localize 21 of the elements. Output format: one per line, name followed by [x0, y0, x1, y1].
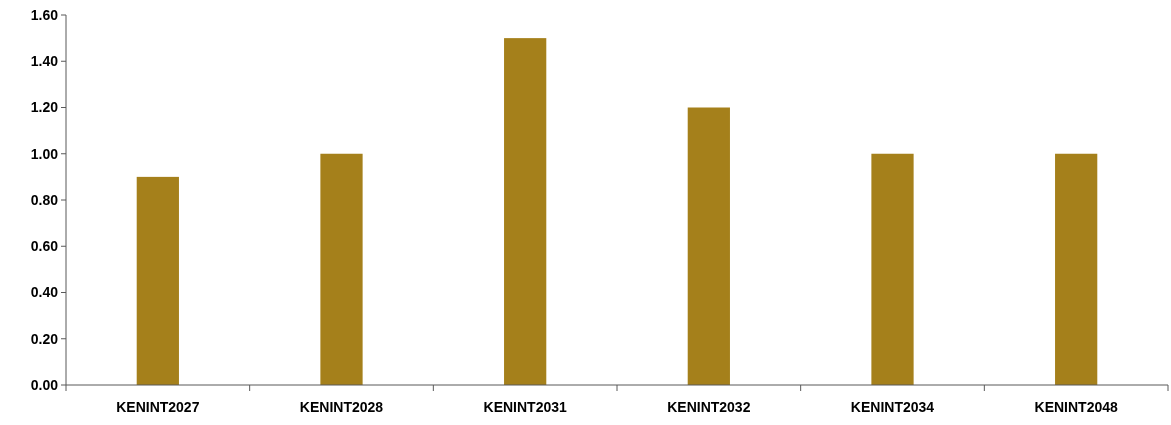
x-tick-label: KENINT2028 — [299, 399, 384, 415]
bar — [504, 38, 547, 385]
y-tick-label: 1.20 — [30, 99, 59, 116]
y-tick-label: 0.20 — [30, 330, 59, 347]
bar — [871, 153, 914, 385]
y-tick-label: 0.40 — [30, 284, 59, 301]
x-tick-label: KENINT2031 — [483, 399, 567, 415]
y-tick-label: 1.00 — [30, 145, 59, 162]
x-tick-label: KENINT2032 — [667, 399, 751, 415]
x-tick-label: KENINT2048 — [1034, 399, 1118, 415]
bar — [320, 153, 363, 385]
bar — [1055, 153, 1098, 385]
y-tick-label: 1.60 — [30, 6, 59, 23]
bar — [136, 176, 179, 385]
x-tick-label: KENINT2034 — [850, 399, 935, 415]
x-tick-label: KENINT2027 — [116, 399, 200, 415]
y-tick-label: 0.60 — [30, 238, 59, 255]
bar — [687, 107, 730, 385]
y-tick-label: 1.40 — [30, 53, 59, 70]
y-tick-label: 0.80 — [30, 191, 59, 208]
y-tick-label: 0.00 — [30, 376, 59, 393]
